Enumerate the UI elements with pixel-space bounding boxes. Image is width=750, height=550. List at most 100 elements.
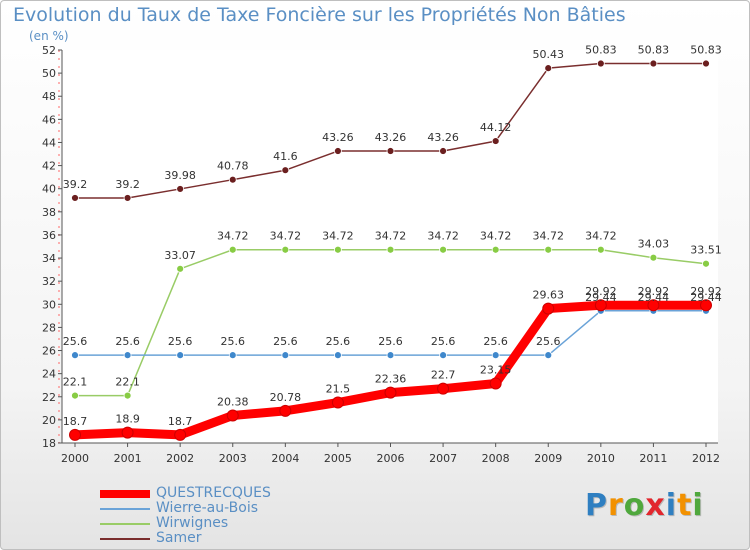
- y-tick-label: 40: [42, 183, 56, 196]
- data-label: 34.03: [638, 238, 670, 251]
- y-tick-label: 48: [42, 90, 56, 103]
- data-point: [596, 245, 605, 254]
- logo-letter: P: [585, 488, 608, 523]
- x-tick-label: 2003: [219, 452, 247, 465]
- data-label: 40.78: [217, 160, 249, 173]
- data-label: 50.83: [638, 44, 670, 57]
- legend-swatch: [100, 523, 150, 525]
- legend-item: Wirwignes: [100, 515, 360, 531]
- data-point: [649, 59, 658, 68]
- y-tick-label: 18: [42, 437, 56, 450]
- y-tick-label: 20: [42, 414, 56, 427]
- data-label: 39.2: [63, 178, 88, 191]
- data-point: [69, 428, 81, 441]
- data-label: 34.72: [427, 230, 459, 243]
- data-label: 39.2: [115, 178, 140, 191]
- y-tick-label: 28: [42, 321, 56, 334]
- legend-item: Samer: [100, 530, 360, 546]
- data-label: 34.72: [322, 230, 354, 243]
- data-label: 25.6: [483, 335, 508, 348]
- data-label: 20.78: [270, 391, 302, 404]
- data-label: 44.12: [480, 121, 512, 134]
- legend-item: QUESTRECQUES: [100, 485, 360, 501]
- x-tick-label: 2004: [271, 452, 299, 465]
- y-tick-label: 50: [42, 67, 56, 80]
- y-tick-label: 52: [42, 44, 56, 57]
- data-point: [596, 59, 605, 68]
- data-point: [281, 245, 290, 254]
- data-label: 50.83: [690, 44, 722, 57]
- data-point: [386, 351, 395, 360]
- logo-letter: i: [665, 488, 678, 523]
- data-point: [123, 194, 132, 202]
- data-point: [71, 351, 79, 360]
- data-label: 29.44: [585, 291, 617, 304]
- y-tick-label: 46: [42, 113, 56, 126]
- proxiti-logo: Proxiti: [585, 488, 704, 523]
- logo-letter: r: [608, 488, 624, 523]
- data-point: [700, 299, 712, 312]
- data-label: 41.6: [273, 150, 298, 163]
- data-point: [439, 351, 447, 360]
- legend-swatch: [100, 508, 150, 510]
- data-point: [384, 386, 397, 399]
- logo-letter: o: [623, 488, 646, 523]
- data-point: [439, 147, 447, 155]
- x-tick-label: 2007: [429, 452, 457, 465]
- x-tick-label: 2000: [61, 452, 89, 465]
- data-point: [334, 245, 342, 254]
- data-point: [281, 351, 290, 360]
- data-point: [281, 166, 290, 175]
- y-tick-label: 26: [42, 345, 56, 358]
- data-label: 43.26: [375, 131, 407, 144]
- data-point: [544, 64, 553, 73]
- data-point: [331, 396, 344, 409]
- data-label: 18.9: [115, 413, 140, 426]
- data-point: [71, 194, 79, 202]
- data-label: 29.44: [638, 291, 670, 304]
- data-label: 29.92: [585, 285, 617, 298]
- data-label: 25.6: [63, 335, 88, 348]
- data-label: 25.6: [115, 335, 140, 348]
- data-point: [226, 409, 239, 422]
- data-point: [228, 351, 237, 360]
- data-label: 25.6: [273, 335, 298, 348]
- data-point: [123, 351, 132, 360]
- data-point: [544, 245, 553, 254]
- data-label: 29.92: [638, 285, 670, 298]
- data-label: 34.72: [533, 230, 565, 243]
- data-point: [594, 299, 607, 312]
- data-point: [491, 137, 500, 145]
- y-tick-label: 34: [42, 252, 56, 265]
- legend-label: Wirwignes: [156, 515, 229, 531]
- data-label: 25.6: [378, 335, 403, 348]
- legend-label: Wierre-au-Bois: [156, 500, 259, 516]
- data-label: 22.1: [115, 376, 140, 389]
- data-label: 18.7: [168, 415, 193, 428]
- data-label: 18.7: [63, 415, 88, 428]
- chart-unit: (en %): [29, 29, 69, 43]
- y-tick-label: 42: [42, 160, 56, 173]
- data-label: 29.44: [690, 291, 722, 304]
- data-point: [228, 175, 237, 184]
- y-tick-label: 22: [42, 391, 56, 404]
- data-point: [647, 299, 660, 312]
- data-point: [71, 391, 79, 400]
- data-label: 39.98: [164, 169, 196, 182]
- data-label: 33.51: [690, 244, 722, 257]
- x-tick-label: 2012: [692, 452, 720, 465]
- data-label: 34.72: [585, 230, 617, 243]
- x-tick-label: 2009: [534, 452, 562, 465]
- data-label: 25.6: [431, 335, 456, 348]
- y-tick-label: 44: [42, 136, 56, 149]
- legend-item: Wierre-au-Bois: [100, 500, 360, 516]
- data-point: [702, 259, 710, 268]
- y-tick-label: 24: [42, 368, 56, 381]
- data-point: [334, 351, 342, 360]
- data-label: 25.6: [221, 335, 246, 348]
- x-tick-label: 2006: [377, 452, 405, 465]
- data-label: 25.6: [168, 335, 193, 348]
- data-label: 20.38: [217, 395, 249, 408]
- data-label: 43.26: [427, 131, 459, 144]
- data-point: [386, 147, 395, 155]
